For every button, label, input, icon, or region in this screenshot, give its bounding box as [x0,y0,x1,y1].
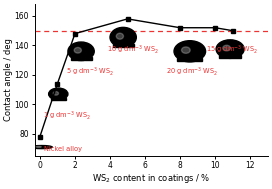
Ellipse shape [216,40,244,58]
Ellipse shape [116,33,123,39]
Text: 10 g dm$^{-3}$ WS$_2$: 10 g dm$^{-3}$ WS$_2$ [107,43,159,56]
Ellipse shape [53,91,58,95]
Ellipse shape [49,88,68,100]
FancyBboxPatch shape [70,57,92,60]
FancyBboxPatch shape [113,44,134,47]
X-axis label: WS$_2$ content in coatings / %: WS$_2$ content in coatings / % [92,172,211,185]
Ellipse shape [110,27,136,47]
Ellipse shape [31,146,52,149]
Text: 1 g dm$^{-3}$ WS$_2$: 1 g dm$^{-3}$ WS$_2$ [42,109,90,122]
Ellipse shape [223,45,230,51]
Ellipse shape [174,41,206,62]
Text: 5 g dm$^{-3}$ WS$_2$: 5 g dm$^{-3}$ WS$_2$ [66,65,114,78]
FancyBboxPatch shape [51,98,66,100]
Text: 15 g dm$^{-3}$ WS$_2$: 15 g dm$^{-3}$ WS$_2$ [206,43,258,56]
Ellipse shape [68,42,94,61]
Text: 20 g dm$^{-3}$ WS$_2$: 20 g dm$^{-3}$ WS$_2$ [166,65,218,78]
Ellipse shape [74,47,81,53]
FancyBboxPatch shape [219,55,241,58]
FancyBboxPatch shape [177,58,202,61]
Ellipse shape [181,47,190,53]
Y-axis label: Contact angle / deg: Contact angle / deg [4,39,13,122]
Text: Nickel alloy: Nickel alloy [44,146,82,152]
Ellipse shape [36,146,41,147]
